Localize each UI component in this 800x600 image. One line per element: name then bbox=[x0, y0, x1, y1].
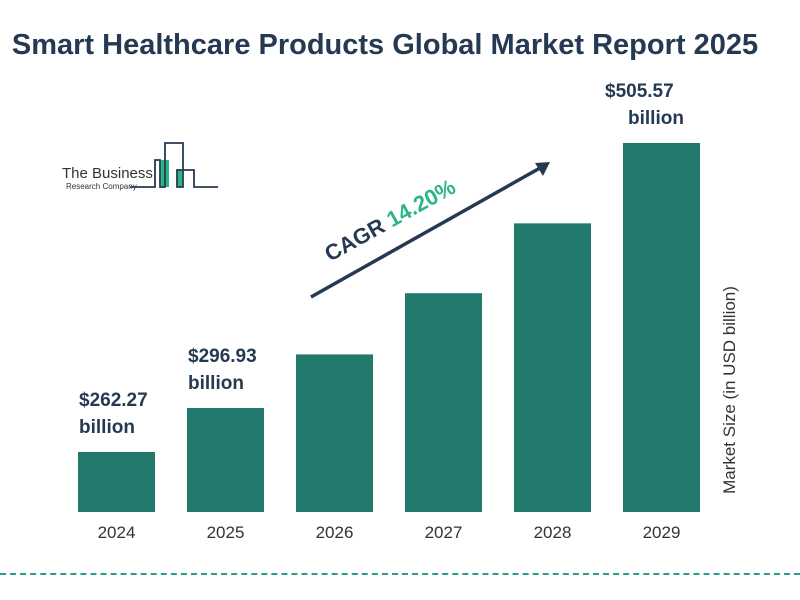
data-label-value: $296.93 bbox=[188, 346, 257, 367]
arrow-head-icon bbox=[535, 162, 550, 176]
bar-2029 bbox=[623, 143, 700, 512]
bar-2024 bbox=[78, 452, 155, 512]
x-tick-2029: 2029 bbox=[643, 523, 681, 542]
x-tick-2028: 2028 bbox=[534, 523, 572, 542]
logo-line1: The Business bbox=[62, 165, 153, 182]
chart-title: Smart Healthcare Products Global Market … bbox=[11, 29, 759, 61]
cagr-arrow bbox=[310, 166, 541, 299]
x-tick-2024: 2024 bbox=[98, 523, 136, 542]
logo-line2: Research Company bbox=[66, 182, 137, 191]
logo-skyline-icon bbox=[130, 142, 218, 188]
data-label-unit: billion bbox=[188, 373, 244, 394]
footer-divider bbox=[0, 573, 800, 575]
x-tick-2025: 2025 bbox=[207, 523, 245, 542]
bar-2027 bbox=[405, 293, 482, 512]
data-label-unit: billion bbox=[79, 417, 135, 438]
bar-2028 bbox=[514, 223, 591, 513]
bar-2025 bbox=[187, 407, 264, 512]
cagr-value: 14.20% bbox=[382, 174, 459, 232]
x-tick-2027: 2027 bbox=[425, 523, 463, 542]
logo-bar-green-2 bbox=[177, 170, 182, 187]
x-tick-2026: 2026 bbox=[316, 523, 354, 542]
y-axis-label: Market Size (in USD billion) bbox=[720, 286, 739, 494]
data-label-unit: billion bbox=[628, 108, 684, 129]
bar-2026 bbox=[296, 354, 373, 512]
data-label-value: $505.57 bbox=[605, 81, 674, 102]
data-label-value: $262.27 bbox=[79, 390, 148, 411]
